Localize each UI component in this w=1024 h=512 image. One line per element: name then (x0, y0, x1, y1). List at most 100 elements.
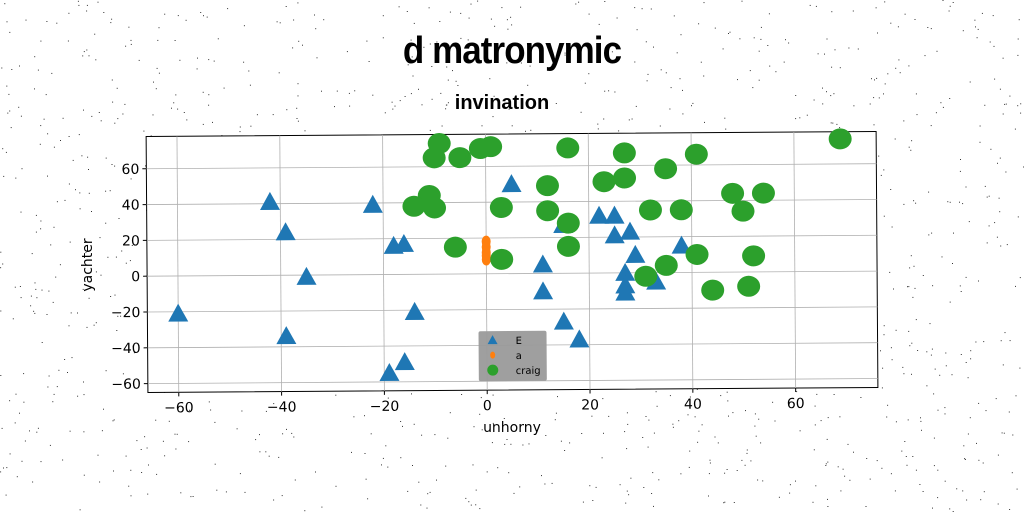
noise-dot (799, 430, 801, 432)
noise-dot (51, 72, 53, 74)
noise-dot (762, 480, 764, 482)
x-tick-label: 0 (483, 398, 492, 414)
noise-dot (952, 2, 954, 3)
noise-dot (960, 354, 962, 355)
legend-label-E: E (516, 336, 522, 347)
noise-dot (77, 312, 78, 314)
noise-dot (68, 183, 70, 185)
noise-dot (626, 412, 628, 414)
data-point-E (276, 326, 297, 345)
noise-dot (836, 123, 838, 125)
noise-dot (709, 462, 711, 464)
noise-dot (921, 429, 922, 431)
noise-dot (279, 22, 281, 24)
noise-dot (382, 457, 384, 459)
noise-dot (351, 451, 352, 453)
noise-dot (387, 397, 389, 399)
noise-dot (847, 443, 849, 445)
data-point-craig (402, 195, 426, 217)
data-point-E (404, 301, 425, 320)
data-point-E (553, 311, 574, 330)
data-point-a (481, 253, 491, 266)
noise-dot (964, 458, 965, 460)
data-point-craig (613, 167, 637, 189)
x-grid-line (382, 134, 385, 391)
data-point-E (260, 191, 281, 210)
noise-dot (886, 416, 888, 418)
noise-dot (67, 372, 68, 373)
noise-dot (775, 71, 777, 73)
noise-dot (729, 31, 731, 33)
noise-dot (158, 27, 160, 29)
noise-dot (960, 291, 962, 292)
noise-dot (636, 29, 638, 31)
noise-dot (880, 350, 881, 352)
noise-dot (316, 57, 318, 59)
noise-dot (71, 357, 73, 359)
noise-dot (297, 2, 299, 4)
noise-dot (645, 416, 647, 417)
noise-dot (564, 450, 566, 451)
noise-dot (173, 102, 175, 104)
noise-dot (49, 444, 51, 446)
noise-dot (82, 55, 84, 57)
noise-dot (19, 286, 21, 287)
noise-dot (889, 271, 891, 273)
noise-dot (155, 88, 157, 90)
noise-dot (114, 122, 116, 124)
noise-dot (244, 491, 246, 493)
noise-dot (70, 312, 72, 314)
noise-dot (177, 108, 179, 110)
noise-dot (7, 112, 9, 114)
noise-dot (650, 8, 652, 10)
noise-dot (614, 91, 616, 93)
noise-dot (909, 345, 911, 347)
noise-dot (407, 490, 409, 492)
noise-dot (969, 81, 971, 83)
noise-dot (452, 70, 453, 72)
noise-dot (40, 228, 42, 230)
noise-dot (241, 410, 243, 412)
data-point-craig (634, 265, 658, 287)
noise-dot (94, 33, 96, 35)
noise-dot (250, 125, 252, 127)
noise-dot (97, 1, 99, 3)
noise-dot (904, 441, 906, 442)
noise-dot (945, 365, 947, 367)
noise-dot (210, 409, 212, 411)
noise-dot (88, 55, 90, 57)
noise-dot (110, 296, 112, 297)
noise-dot (64, 359, 66, 360)
noise-dot (72, 159, 74, 161)
noise-dot (53, 226, 55, 228)
noise-dot (936, 50, 938, 52)
noise-dot (6, 85, 8, 87)
noise-dot (78, 134, 80, 136)
noise-dot (513, 492, 515, 494)
noise-dot (630, 477, 632, 479)
noise-dot (833, 394, 835, 395)
noise-dot (848, 47, 850, 49)
noise-dot (88, 192, 90, 194)
noise-dot (978, 402, 980, 404)
noise-dot (286, 428, 287, 430)
noise-dot (426, 507, 428, 509)
noise-dot (91, 115, 93, 117)
noise-dot (890, 22, 892, 24)
noise-dot (959, 201, 960, 203)
noise-dot (701, 424, 703, 426)
noise-dot (814, 424, 816, 426)
noise-dot (853, 451, 854, 453)
noise-dot (400, 457, 402, 459)
noise-dot (937, 469, 939, 471)
noise-dot (1002, 364, 1004, 366)
noise-dot (920, 417, 921, 419)
noise-dot (899, 72, 901, 74)
noise-dot (752, 87, 754, 89)
data-point-craig (556, 212, 580, 234)
noise-dot (315, 471, 316, 473)
noise-dot (815, 5, 817, 7)
noise-dot (85, 252, 87, 254)
noise-dot (545, 101, 547, 103)
noise-dot (30, 305, 32, 307)
